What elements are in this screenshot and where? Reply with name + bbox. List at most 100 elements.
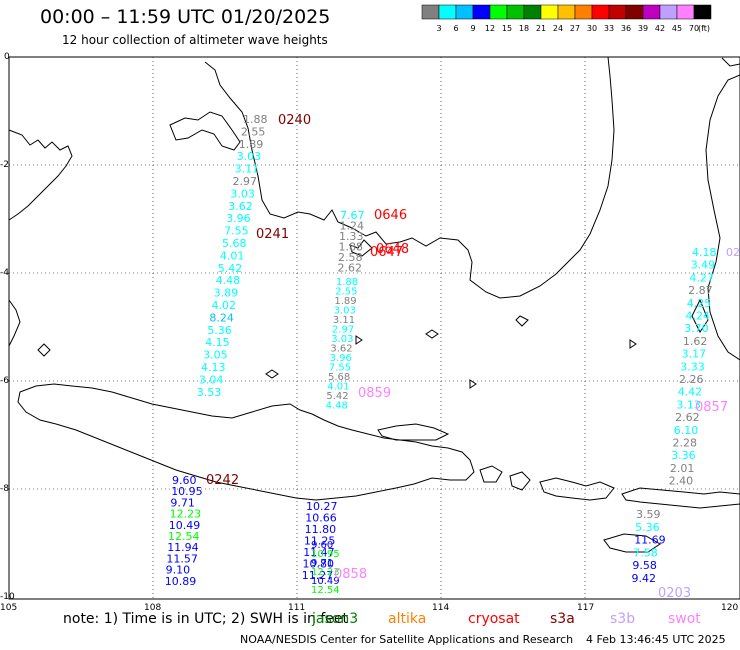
- wave-height-value: 10.80: [303, 558, 335, 571]
- wave-height-value: 4.18: [692, 246, 717, 259]
- wave-height-value: 4.48: [326, 401, 348, 412]
- wave-height-value: 2.55: [335, 287, 357, 298]
- wave-height-value: 3.05: [203, 349, 228, 362]
- wave-height-value: 4.13: [201, 361, 226, 374]
- lat-label: 0: [4, 52, 10, 62]
- wave-height-value: 12.54: [168, 530, 200, 543]
- colorbar: 3 6 9 12 15 18 21 24 27 30 33 36 39 42 45 70(ft): [421, 4, 712, 33]
- wave-height-value: 2.40: [669, 475, 694, 488]
- track-layer: 1.882.551.893.033.112.973.033.623.967.55…: [165, 113, 740, 601]
- wave-height-value: 2.58: [338, 251, 363, 264]
- wave-height-value: 3.03: [237, 150, 262, 163]
- wave-height-value: 3.96: [330, 353, 352, 364]
- wave-height-value: 10.95: [311, 549, 340, 560]
- wave-height-value: 3.62: [330, 344, 352, 355]
- wave-height-value: 10.89: [165, 575, 197, 588]
- wave-height-value: 1.33: [339, 230, 364, 243]
- wave-height-value: 4.27: [689, 271, 714, 284]
- wave-height-value: 2.62: [338, 262, 363, 275]
- wave-height-value: 2.28: [673, 437, 698, 450]
- colorbar-tick-label: 33: [604, 24, 614, 33]
- colorbar-swatch: [540, 4, 559, 20]
- wave-height-value: 11.69: [634, 534, 666, 547]
- wave-height-value: 3.33: [680, 360, 705, 373]
- wave-height-value: 2.26: [679, 373, 704, 386]
- credit-line: NOAA/NESDIS Center for Satellite Applica…: [240, 633, 574, 646]
- wave-height-value: 2.55: [241, 125, 266, 138]
- wave-height-value: 5.36: [635, 521, 660, 534]
- wave-height-value: 8.24: [209, 311, 234, 324]
- satellite-altika: altika: [388, 611, 427, 627]
- wave-height-value: 9.60: [172, 474, 197, 487]
- lon-label: 120: [721, 603, 739, 613]
- wave-height-value: 11.80: [305, 523, 337, 536]
- colorbar-swatch: [506, 4, 525, 20]
- footer-note: note: 1) Time is in UTC; 2) SWH is in fe…: [63, 611, 349, 627]
- wave-height-value: 2.62: [675, 411, 700, 424]
- track-time-label: 0859: [358, 386, 391, 401]
- wave-height-value: 7.67: [340, 209, 365, 222]
- lon-label: 117: [577, 603, 595, 613]
- wave-height-value: 3.70: [684, 322, 709, 335]
- wave-height-value: 5.42: [218, 262, 243, 275]
- wave-height-value: 11.57: [166, 552, 198, 565]
- wave-height-value: 2.87: [688, 284, 713, 297]
- wave-height-value: 1.24: [340, 220, 365, 233]
- satellite-s3b: s3b: [610, 611, 636, 627]
- wave-height-value: 4.24: [686, 310, 711, 323]
- wave-height-value: 11.25: [304, 535, 336, 548]
- colorbar-tick-label: 3: [436, 24, 441, 33]
- wave-height-value: 1.88: [339, 241, 364, 254]
- lon-label: 114: [432, 603, 450, 613]
- wave-height-value: 5.68: [222, 237, 247, 250]
- wave-height-value: 10.95: [171, 485, 203, 498]
- wave-height-value: 4.15: [205, 336, 230, 349]
- colorbar-unit: (ft): [698, 24, 710, 33]
- wave-height-value: 3.03: [334, 306, 356, 317]
- track-time-label: 0240: [278, 113, 311, 128]
- wave-height-value: 9.10: [166, 564, 191, 577]
- colorbar-swatch: [591, 4, 610, 20]
- wave-height-value: 5.68: [328, 372, 350, 383]
- wave-height-value: 4.01: [327, 382, 349, 393]
- wave-height-value: 9.42: [632, 572, 657, 585]
- track-time-label: 0648: [376, 242, 409, 257]
- satellite-s3a: s3a: [550, 611, 575, 627]
- generation-timestamp: 4 Feb 13:46:45 UTC 2025: [586, 633, 726, 646]
- track-time-label: 0646: [374, 208, 407, 223]
- colorbar-swatch: [557, 4, 576, 20]
- wave-height-value: 3.03: [331, 334, 353, 345]
- colorbar-swatch: [676, 4, 695, 20]
- wave-height-value: 9.71: [170, 496, 195, 509]
- wave-height-value: 3.11: [333, 315, 355, 326]
- colorbar-swatch: [608, 4, 627, 20]
- wave-height-value: 3.04: [199, 373, 224, 386]
- wave-height-value: 2.01: [670, 462, 695, 475]
- satellite-swot: swot: [668, 611, 701, 627]
- wave-height-value: 1.62: [683, 335, 708, 348]
- wave-height-value: 1.88: [243, 113, 268, 126]
- colorbar-swatch: [523, 4, 542, 20]
- wave-height-value: 1.89: [239, 138, 263, 151]
- page-subtitle: 12 hour collection of altimeter wave hei…: [62, 33, 328, 47]
- track-time-label: 0647: [370, 245, 403, 260]
- colorbar-tick-label: 70: [689, 24, 699, 33]
- track-time-label: 02: [726, 246, 740, 259]
- colorbar-tick-label: 12: [485, 24, 495, 33]
- wave-height-value: 3.36: [671, 449, 696, 462]
- colorbar-tick-label: 45: [672, 24, 682, 33]
- colorbar-swatch: [574, 4, 593, 20]
- wave-height-value: 10.66: [305, 512, 337, 525]
- wave-height-value: 10.49: [169, 519, 201, 532]
- colorbar-swatch: [659, 4, 678, 20]
- wave-height-value: 1.88: [336, 277, 358, 288]
- colorbar-tick-label: 18: [519, 24, 529, 33]
- track-time-label: 0242: [206, 473, 239, 488]
- wave-height-value: 3.13: [676, 398, 701, 411]
- wave-height-value: 3.49: [691, 259, 716, 272]
- colorbar-tick-label: 36: [621, 24, 631, 33]
- colorbar-swatch: [455, 4, 474, 20]
- lat-label: -10: [0, 592, 15, 602]
- wave-height-value: 3.17: [682, 348, 707, 361]
